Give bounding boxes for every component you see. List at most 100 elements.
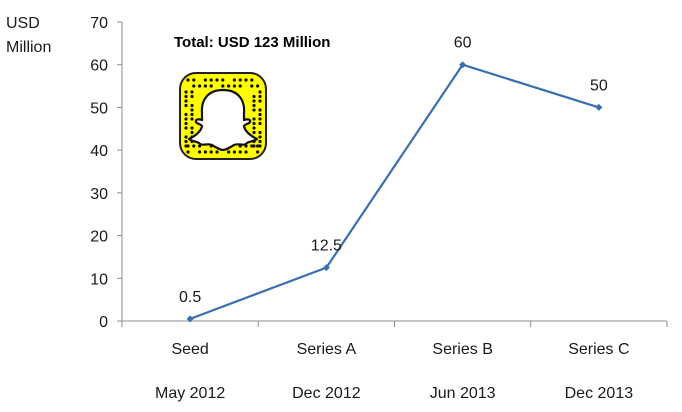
y-tick-label: 30	[90, 186, 108, 203]
logo-dot	[258, 139, 262, 144]
logo-dot	[227, 150, 231, 154]
logo-dot	[190, 130, 194, 135]
logo-dot	[209, 78, 213, 82]
logo-dot	[203, 150, 207, 154]
logo-dot	[198, 84, 202, 88]
logo-dot	[252, 126, 256, 130]
logo-dot	[190, 112, 194, 117]
logo-dot	[244, 150, 248, 154]
logo-dot	[256, 144, 260, 148]
logo-dot	[256, 150, 260, 154]
logo-dot	[203, 78, 207, 82]
logo-dot	[184, 117, 188, 121]
logo-dot	[258, 94, 262, 99]
logo-dot	[190, 126, 194, 130]
logo-dot	[190, 117, 194, 121]
logo-dot	[250, 84, 254, 88]
logo-dot	[252, 99, 256, 103]
logo-dot	[252, 94, 256, 99]
logo-dot	[190, 103, 194, 108]
logo-dot	[250, 78, 254, 82]
logo-dot	[203, 84, 207, 88]
logo-dot	[258, 144, 262, 148]
logo-dot	[252, 130, 256, 135]
logo-dot	[190, 94, 194, 99]
logo-dot	[209, 84, 213, 88]
logo-dot	[258, 90, 262, 94]
y-tick-label: 70	[90, 15, 108, 32]
y-tick-label: 10	[90, 271, 108, 288]
x-axis: Seed May 2012 Series A Dec 2012 Series B Jun …	[121, 320, 668, 402]
logo-dot	[184, 139, 188, 144]
logo-dot	[192, 78, 196, 82]
x-date-label: Dec 2012	[292, 385, 361, 402]
logo-dot	[184, 99, 188, 103]
logo-dot	[184, 135, 188, 139]
data-point	[186, 315, 194, 323]
logo-dot	[209, 150, 213, 154]
logo-dot	[186, 150, 190, 154]
logo-dot	[221, 78, 225, 82]
logo-dot	[232, 150, 236, 154]
x-date-label: May 2012	[155, 385, 225, 402]
logo-dot	[258, 130, 262, 135]
logo-dot	[186, 78, 190, 82]
logo-dot	[252, 117, 256, 121]
data-labels: 0.5 12.5 60 50	[179, 35, 608, 306]
y-axis-label-line2: Million	[6, 39, 51, 56]
logo-dot	[252, 121, 256, 126]
logo-dot	[256, 84, 260, 88]
logo-dot	[184, 121, 188, 126]
logo-dot	[232, 78, 236, 82]
logo-dot	[238, 78, 242, 82]
logo-dot	[244, 78, 248, 82]
data-point	[595, 103, 603, 111]
logo-dot	[184, 126, 188, 130]
series-line	[186, 61, 603, 323]
y-tick-label: 60	[90, 58, 108, 75]
x-date-label: Dec 2013	[565, 385, 634, 402]
y-axis: 0 10 20 30 40 50 60 70	[90, 15, 123, 331]
x-date-label: Jun 2013	[430, 385, 496, 402]
logo-dot	[184, 90, 188, 94]
logo-dot	[215, 150, 219, 154]
logo-dot	[252, 103, 256, 108]
logo-dot	[227, 84, 231, 88]
data-label: 12.5	[311, 238, 342, 255]
logo-dot	[238, 150, 242, 154]
logo-dot	[192, 84, 196, 88]
y-tick-label: 40	[90, 143, 108, 160]
logo-dot	[258, 121, 262, 126]
logo-dot	[238, 84, 242, 88]
data-label: 0.5	[179, 289, 201, 306]
y-tick-label: 20	[90, 229, 108, 246]
logo-dot	[215, 78, 219, 82]
logo-dot	[258, 108, 262, 112]
data-label: 50	[590, 77, 608, 94]
y-axis-label-line1: USD	[6, 15, 40, 32]
x-tick-label: Series C	[568, 341, 629, 358]
data-point	[322, 264, 330, 272]
logo-dot	[184, 94, 188, 99]
logo-dot	[184, 103, 188, 108]
data-point	[459, 61, 467, 69]
x-tick-label: Seed	[171, 341, 208, 358]
snapchat-ghost-icon	[179, 72, 267, 160]
y-tick-label: 50	[90, 100, 108, 117]
x-tick-label: Series A	[297, 341, 357, 358]
logo-dot	[258, 112, 262, 117]
logo-dot	[184, 144, 188, 148]
logo-dot	[190, 90, 194, 94]
logo-dot	[252, 144, 256, 148]
logo-dot	[250, 144, 254, 148]
logo-dot	[198, 150, 202, 154]
logo-dot	[221, 84, 225, 88]
series-polyline	[189, 63, 600, 320]
logo-dot	[232, 84, 236, 88]
x-tick-label: Series B	[432, 341, 492, 358]
logo-dot	[184, 112, 188, 117]
logo-dot	[190, 108, 194, 112]
logo-dot	[258, 117, 262, 121]
logo-dot	[258, 99, 262, 103]
